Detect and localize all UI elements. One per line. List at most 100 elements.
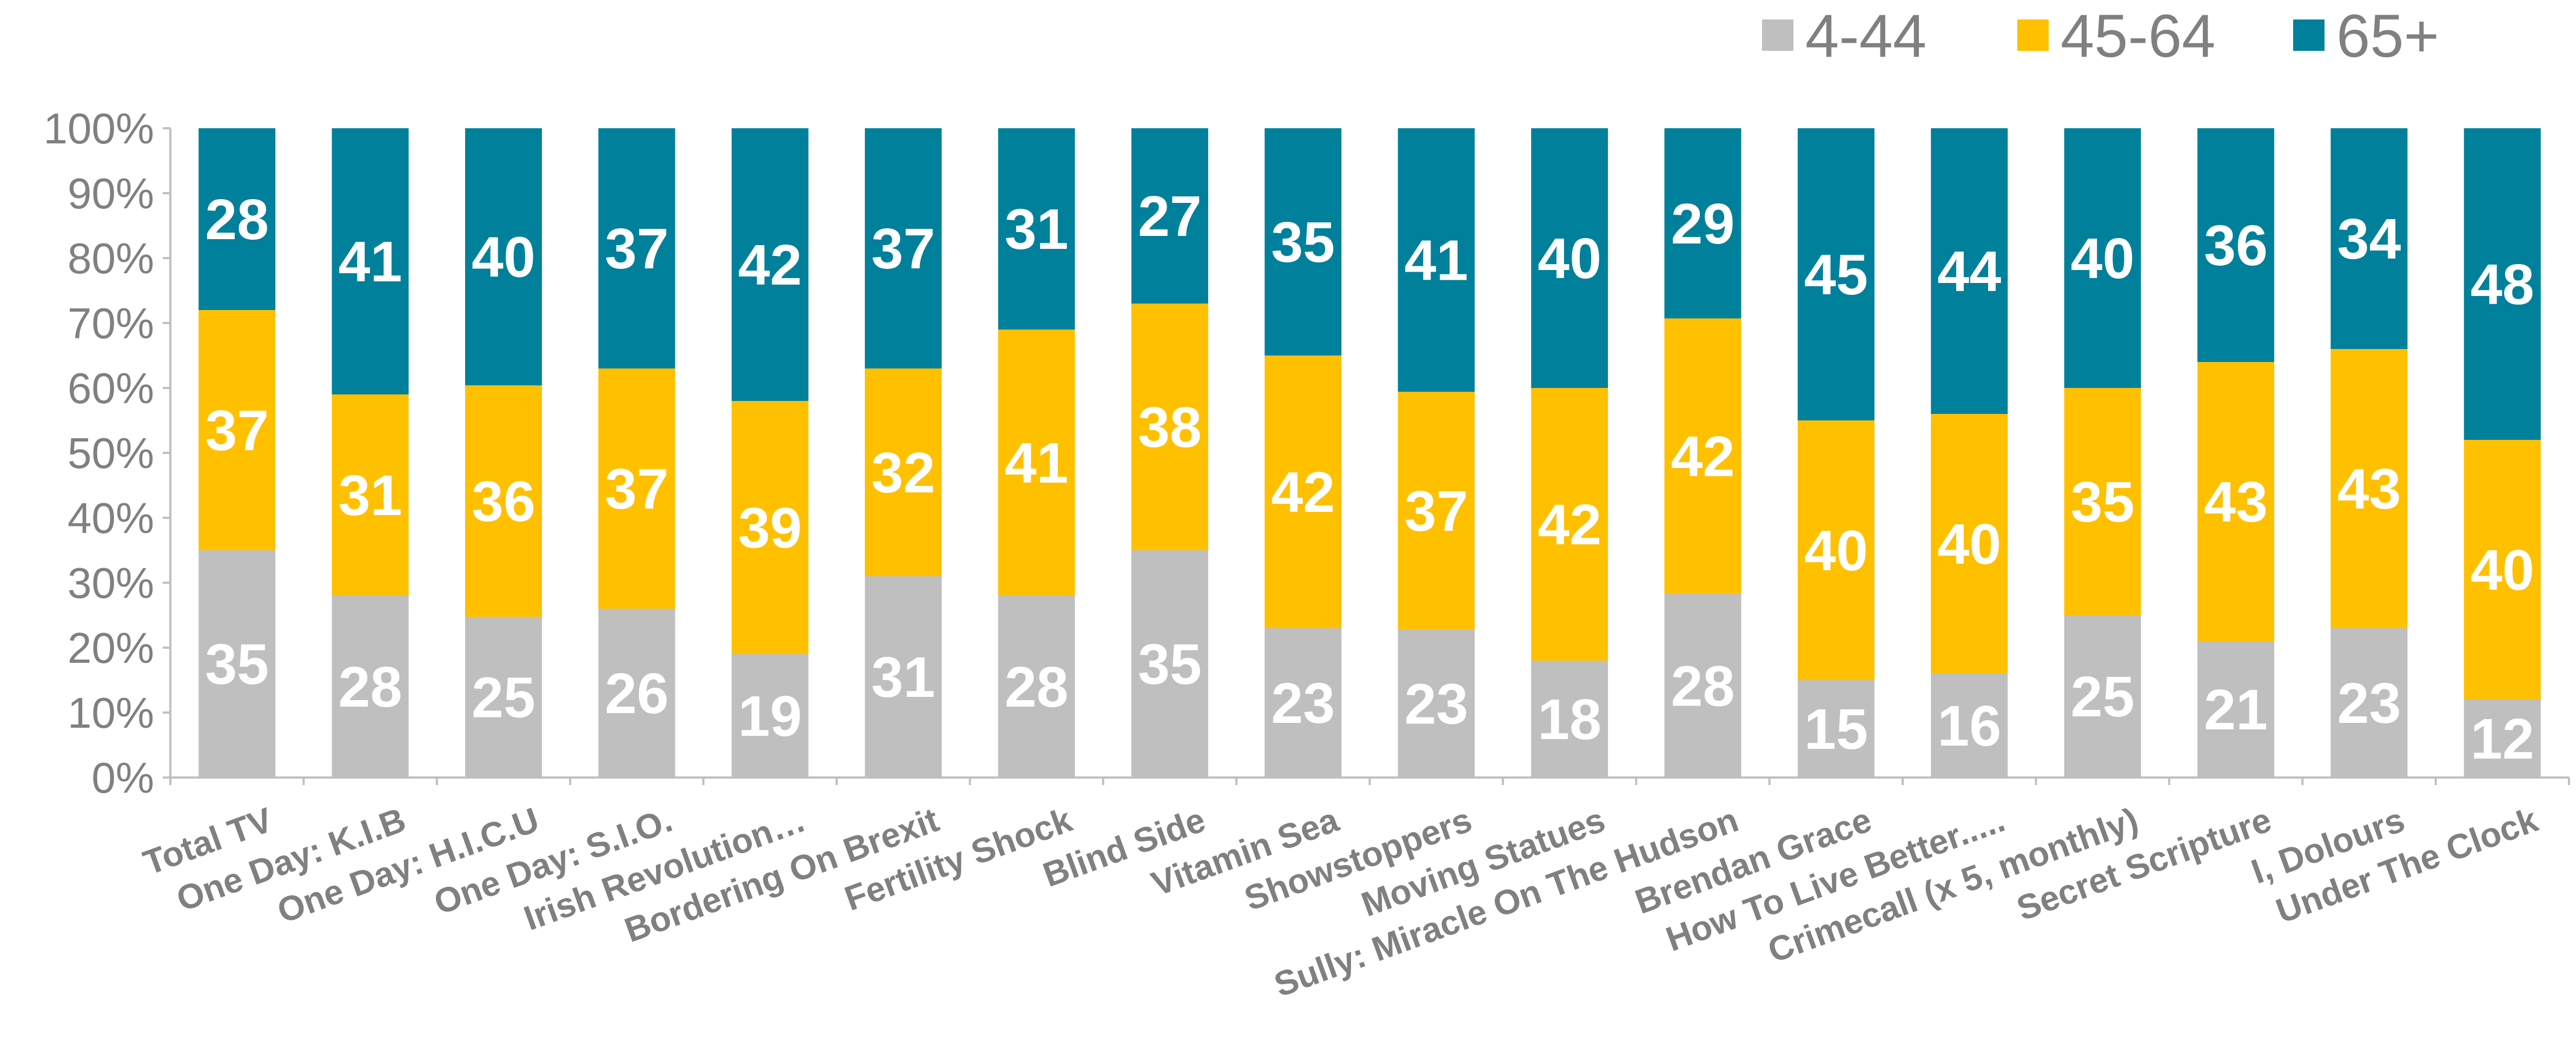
bar-segment <box>1531 128 1608 388</box>
data-label: 40 <box>472 226 535 289</box>
bar-segment <box>598 609 676 778</box>
data-label: 40 <box>2071 227 2135 291</box>
data-label: 16 <box>1937 694 2001 758</box>
bar-segment <box>2464 700 2541 778</box>
data-label: 25 <box>472 666 535 729</box>
data-label: 41 <box>339 230 402 294</box>
data-label: 42 <box>1271 460 1335 524</box>
bar-segment <box>1398 128 1475 392</box>
data-label: 21 <box>2204 678 2268 742</box>
bars <box>198 128 2541 778</box>
data-label: 12 <box>2471 707 2534 771</box>
data-label: 35 <box>2071 470 2135 534</box>
bar-segment <box>2064 388 2141 615</box>
data-label: 18 <box>1538 688 1601 752</box>
data-label: 43 <box>2204 470 2268 534</box>
bar-segment <box>2330 628 2408 778</box>
bar-segment <box>2197 128 2275 362</box>
data-label: 42 <box>1671 425 1735 489</box>
data-label: 23 <box>2337 671 2401 735</box>
data-label: 31 <box>1005 197 1069 261</box>
data-label: 48 <box>2471 253 2534 317</box>
data-label: 28 <box>1005 655 1069 719</box>
bar-segment <box>998 596 1075 778</box>
data-labels: 35 37 28 28 31 41 25 36 40 26 37 37 19 39 42 31 32 37 28 41… <box>205 185 2534 771</box>
bar-segment <box>998 128 1075 330</box>
bar-segment <box>2197 362 2275 641</box>
y-tick-label: 20% <box>68 624 154 672</box>
data-label: 23 <box>1271 671 1335 735</box>
bar-segment <box>1797 420 1875 680</box>
data-label: 36 <box>472 470 535 533</box>
bar-segment <box>2330 349 2408 628</box>
bar-segment <box>198 310 276 550</box>
bar-segment <box>598 128 676 368</box>
data-label: 40 <box>1937 512 2001 576</box>
bar-segment <box>1131 128 1208 304</box>
bar-segment <box>2464 440 2541 700</box>
y-tick-label: 70% <box>68 299 154 347</box>
bar-segment <box>465 128 542 386</box>
data-label: 23 <box>1405 672 1468 736</box>
bar-segment <box>465 385 542 617</box>
bar-segment <box>1264 628 1342 778</box>
data-label: 29 <box>1671 192 1735 256</box>
y-tick-label: 10% <box>68 689 154 737</box>
legend-swatch <box>2017 19 2049 51</box>
data-label: 38 <box>1138 396 1202 459</box>
bar-segment <box>1531 661 1608 778</box>
data-label: 43 <box>2337 457 2401 521</box>
data-label: 39 <box>738 496 802 560</box>
data-label: 28 <box>205 188 269 252</box>
y-tick-label: 80% <box>68 234 154 282</box>
data-label: 31 <box>339 464 402 528</box>
y-tick-label: 100% <box>43 104 154 153</box>
bar-segment <box>1664 128 1741 319</box>
bar-segment <box>198 128 276 310</box>
bar-segment <box>1131 550 1208 778</box>
data-label: 28 <box>339 655 402 719</box>
data-label: 36 <box>2204 214 2268 278</box>
bar-segment <box>1264 128 1342 355</box>
bar-segment <box>1931 414 2008 674</box>
data-label: 37 <box>205 399 269 463</box>
data-label: 37 <box>605 217 668 281</box>
bar-segment <box>2464 128 2541 440</box>
data-label: 42 <box>1538 493 1601 557</box>
bar-segment <box>1797 128 1875 420</box>
data-label: 37 <box>1405 479 1468 543</box>
data-label: 42 <box>738 233 802 297</box>
y-tick-label: 50% <box>68 429 154 477</box>
bar-segment <box>332 596 409 778</box>
data-label: 28 <box>1671 654 1735 718</box>
data-label: 44 <box>1937 240 2001 304</box>
legend-swatch <box>2293 19 2325 51</box>
data-label: 26 <box>605 662 668 726</box>
bar-segment <box>731 654 809 778</box>
legend-label: 45-64 <box>2061 2 2215 70</box>
bar-segment <box>1131 304 1208 550</box>
bar-segment <box>1664 594 1741 778</box>
bar-segment <box>1664 318 1741 594</box>
bar-segment <box>1797 680 1875 778</box>
data-label: 35 <box>205 633 269 696</box>
legend-label: 4-44 <box>1805 2 1926 70</box>
y-tick-label: 90% <box>68 169 154 218</box>
bar-segment <box>731 401 809 654</box>
bar-segment <box>598 368 676 609</box>
data-label: 32 <box>871 441 935 505</box>
data-label: 45 <box>1804 243 1868 307</box>
bar-segment <box>865 128 942 368</box>
data-label: 25 <box>2071 665 2135 729</box>
data-label: 41 <box>1005 431 1069 495</box>
bar-segment <box>998 330 1075 596</box>
bar-segment <box>1398 392 1475 630</box>
bar-segment <box>1531 388 1608 661</box>
bar-segment <box>465 616 542 778</box>
bar-segment <box>332 128 409 394</box>
bar-segment <box>865 368 942 576</box>
bar-segment <box>2064 128 2141 388</box>
bar-segment <box>2197 641 2275 778</box>
legend-swatch <box>1762 19 1793 51</box>
